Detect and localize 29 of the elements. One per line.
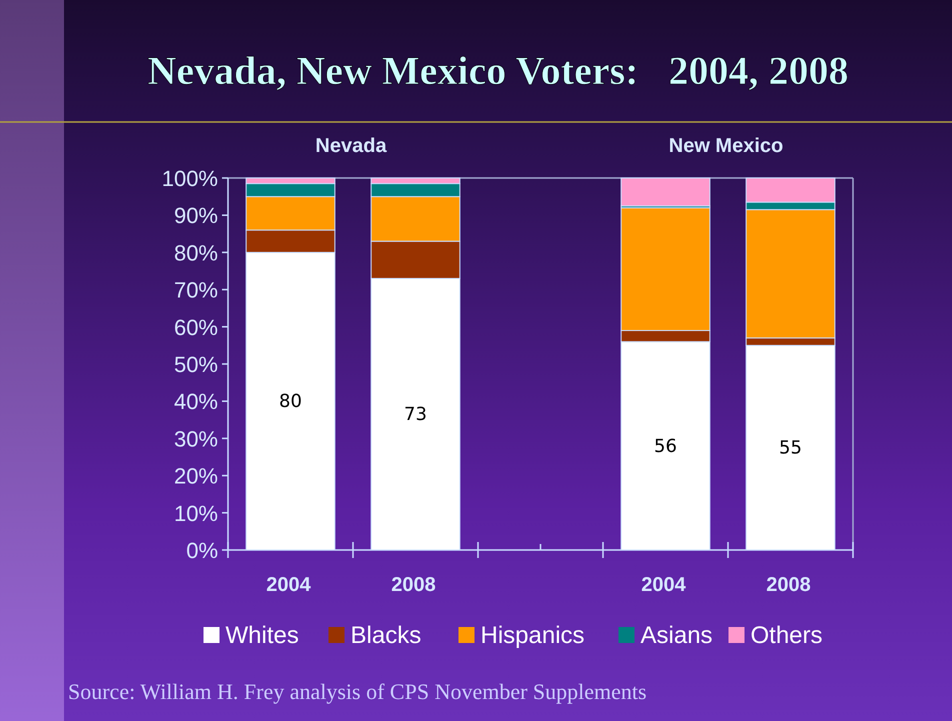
- source-note: Source: William H. Frey analysis of CPS November Supplements: [68, 679, 647, 704]
- legend-label: Hispanics: [480, 622, 585, 649]
- x-tick-label: 2004: [266, 574, 312, 596]
- x-tick-label: 2008: [391, 574, 436, 596]
- legend-label: Blacks: [350, 622, 422, 649]
- y-tick-label: 60%: [174, 314, 218, 340]
- legend-label: Others: [750, 622, 823, 649]
- text: Whites: [226, 622, 299, 649]
- data-label: 80: [279, 391, 302, 412]
- y-tick-label: 70%: [174, 278, 218, 303]
- y-tick-label: 80%: [174, 240, 218, 266]
- y-tick-label: 90%: [174, 203, 218, 228]
- chart-title: Nevada, New Mexico Voters: 2004, 2008: [148, 48, 848, 93]
- y-tick-label: 40%: [174, 389, 218, 414]
- y-tick-label: 50%: [174, 352, 218, 377]
- y-tick-label: 20%: [174, 464, 218, 489]
- text: New Mexico: [668, 135, 784, 157]
- x-tick-label: 2008: [766, 574, 811, 596]
- data-label: 55: [779, 438, 802, 459]
- y-tick-label: 0%: [186, 538, 218, 563]
- bar: [620, 178, 710, 206]
- data-label: 56: [654, 436, 677, 457]
- y-tick-label: 30%: [174, 426, 218, 452]
- data-label: 73: [404, 404, 427, 426]
- text: Nevada: [315, 135, 388, 157]
- y-tick-label: 10%: [174, 500, 218, 526]
- x-tick-label: 2004: [641, 574, 687, 596]
- y-tick-label: 100%: [162, 166, 218, 191]
- legend-label: Asians: [640, 622, 713, 649]
